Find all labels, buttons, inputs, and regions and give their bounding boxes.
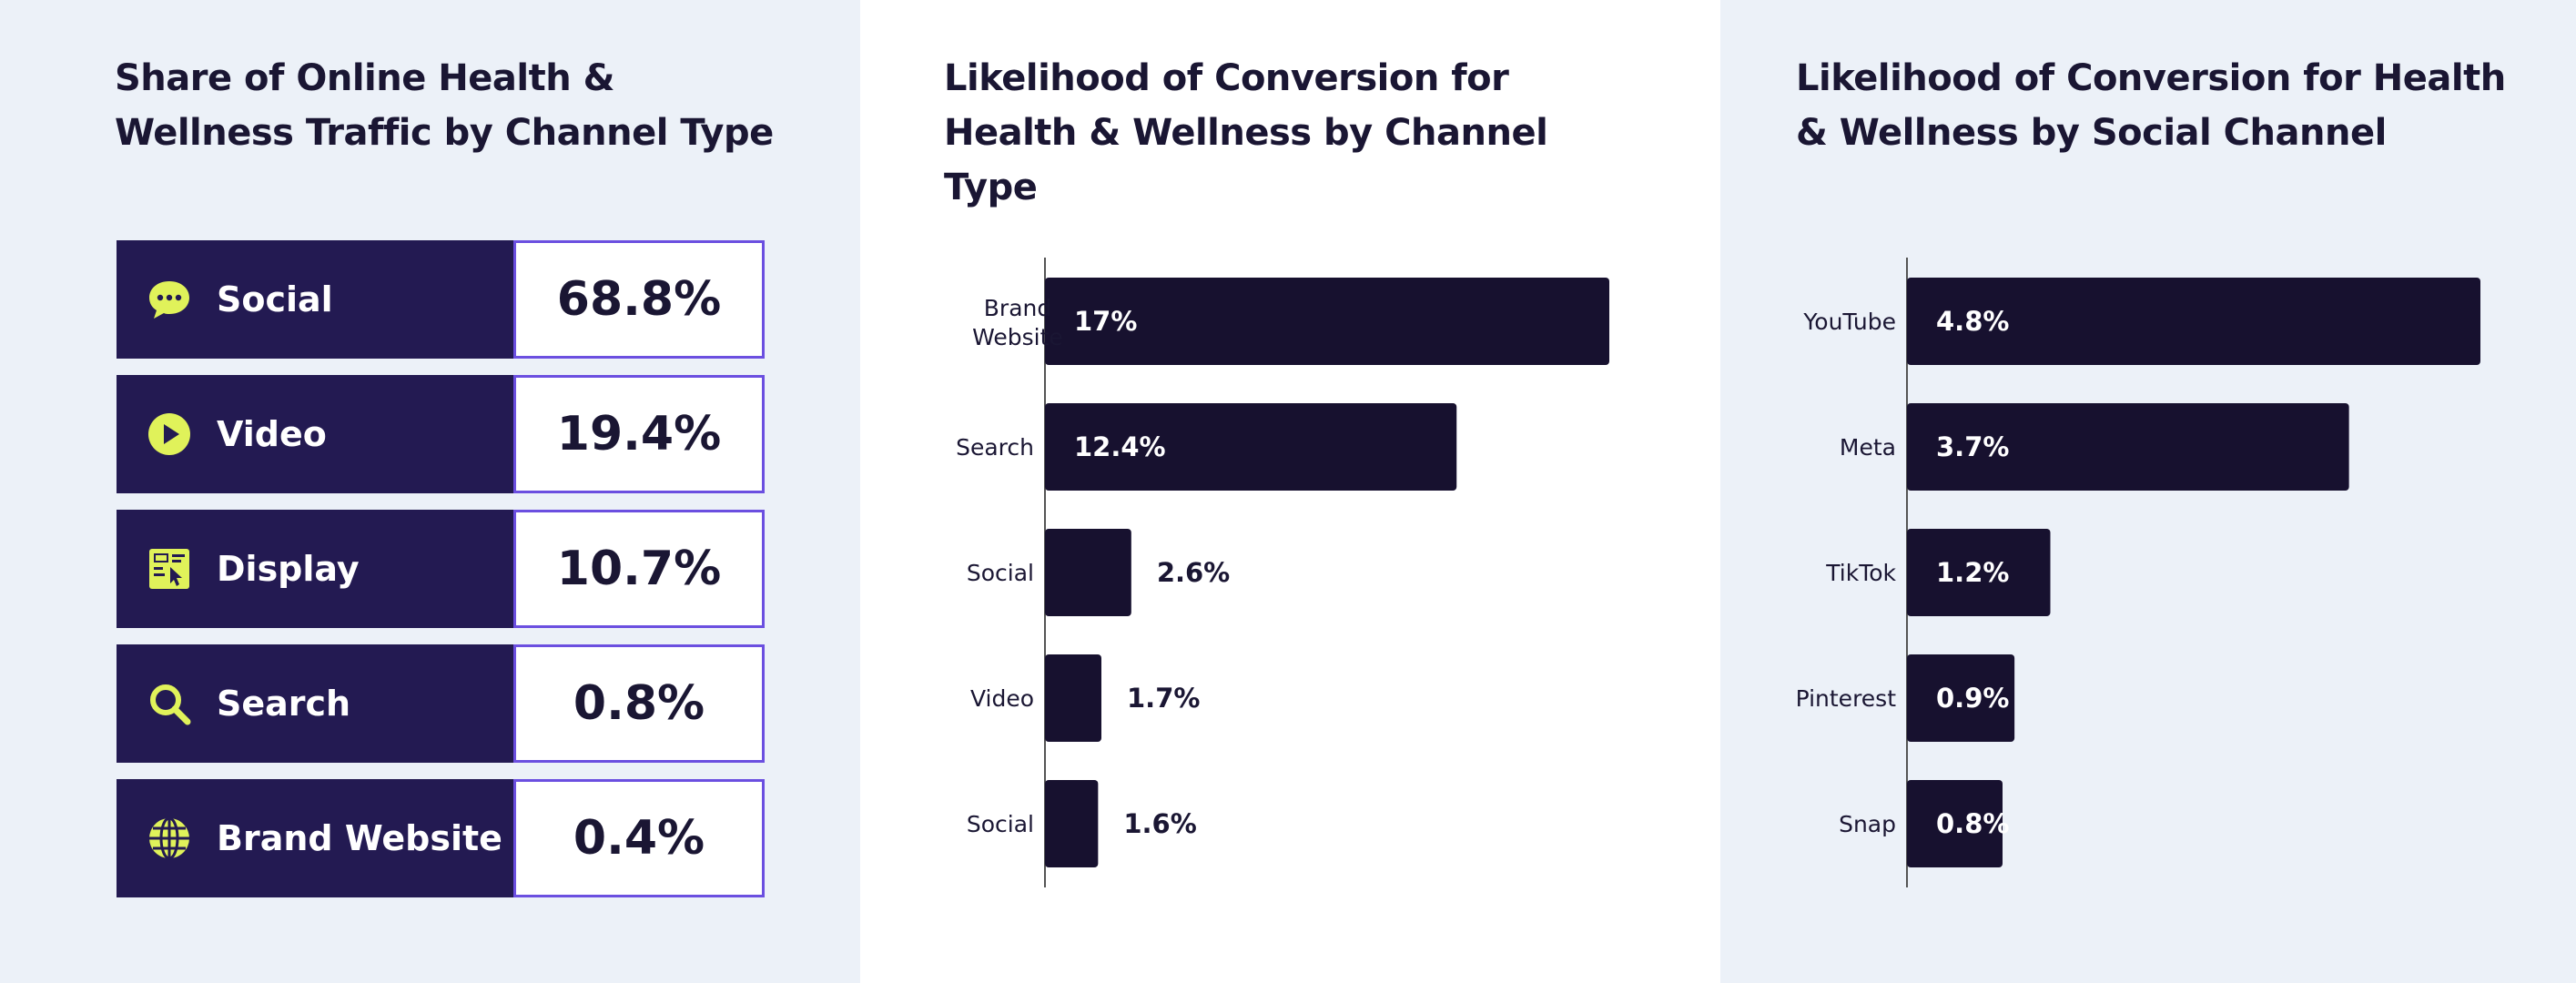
play-icon — [146, 410, 193, 458]
social-conversion-chart: YouTube 4.8% Meta 3.7% TikTok 1.2% Pinterest 0.… — [1796, 258, 2480, 887]
category-label: Meta — [1840, 434, 1896, 461]
value-label: 0.8% — [1936, 808, 2009, 839]
share-label-cell: Brand Website — [117, 779, 513, 897]
share-label-cell: Search — [117, 644, 513, 763]
share-row: Brand Website 0.4% — [117, 779, 765, 897]
value-label: 1.2% — [1936, 557, 2009, 588]
value-label: 2.6% — [1157, 557, 1230, 588]
bar — [1045, 278, 1609, 365]
bar — [1907, 529, 2051, 616]
share-value: 0.4% — [513, 779, 765, 897]
category-label: Social — [967, 560, 1034, 586]
share-value: 68.8% — [513, 240, 765, 359]
social-chart-title: Likelihood of Conversion for Health & We… — [1796, 57, 2506, 154]
category-label: Social — [967, 811, 1034, 837]
channel-chart-title: Likelihood of Conversion for Health & We… — [944, 57, 1548, 208]
category-label: Search — [956, 434, 1034, 461]
value-label: 17% — [1074, 306, 1137, 337]
category-label: Video — [970, 685, 1034, 712]
share-row: Video 19.4% — [117, 375, 765, 493]
bar — [1907, 780, 2003, 867]
share-panel-title: Share of Online Health & Wellness Traffi… — [115, 57, 774, 154]
share-label: Display — [217, 549, 360, 589]
value-label: 3.7% — [1936, 431, 2009, 462]
display-ad-icon — [146, 545, 193, 593]
value-label: 12.4% — [1074, 431, 1166, 462]
category-label: YouTube — [1802, 309, 1896, 335]
share-label-cell: Video — [117, 375, 513, 493]
globe-icon — [146, 815, 193, 862]
value-label: 0.9% — [1936, 683, 2009, 714]
category-label: TikTok — [1825, 560, 1896, 586]
share-row: Social 68.8% — [117, 240, 765, 359]
bar — [1045, 529, 1131, 616]
bar — [1045, 780, 1099, 867]
channel-conversion-panel: Likelihood of Conversion for Health & We… — [860, 0, 1720, 983]
search-icon — [146, 680, 193, 727]
bar — [1907, 654, 2015, 742]
bar — [1045, 403, 1457, 491]
share-value: 19.4% — [513, 375, 765, 493]
bar — [1907, 403, 2349, 491]
channel-conversion-chart: Brand Website 17% Search 12.4% Social 2.6% Vide… — [956, 258, 1609, 887]
bar — [1045, 654, 1101, 742]
share-label: Social — [217, 279, 333, 319]
share-value: 0.8% — [513, 644, 765, 763]
value-label: 1.7% — [1127, 683, 1200, 714]
share-label: Brand Website — [217, 818, 502, 858]
share-row: Display 10.7% — [117, 510, 765, 628]
category-label: Brand Website — [972, 295, 1063, 350]
category-label: Pinterest — [1796, 685, 1897, 712]
share-label-cell: Display — [117, 510, 513, 628]
category-label: Snap — [1839, 811, 1896, 837]
share-row: Search 0.8% — [117, 644, 765, 763]
bar — [1907, 278, 2480, 365]
social-conversion-panel: Likelihood of Conversion for Health & We… — [1720, 0, 2576, 983]
value-label: 1.6% — [1123, 808, 1196, 839]
chat-bubble-icon — [146, 276, 193, 323]
value-label: 4.8% — [1936, 306, 2009, 337]
share-value: 10.7% — [513, 510, 765, 628]
share-label: Video — [217, 414, 327, 454]
share-panel: Share of Online Health & Wellness Traffi… — [0, 0, 860, 983]
share-label-cell: Social — [117, 240, 513, 359]
share-label: Search — [217, 684, 351, 724]
